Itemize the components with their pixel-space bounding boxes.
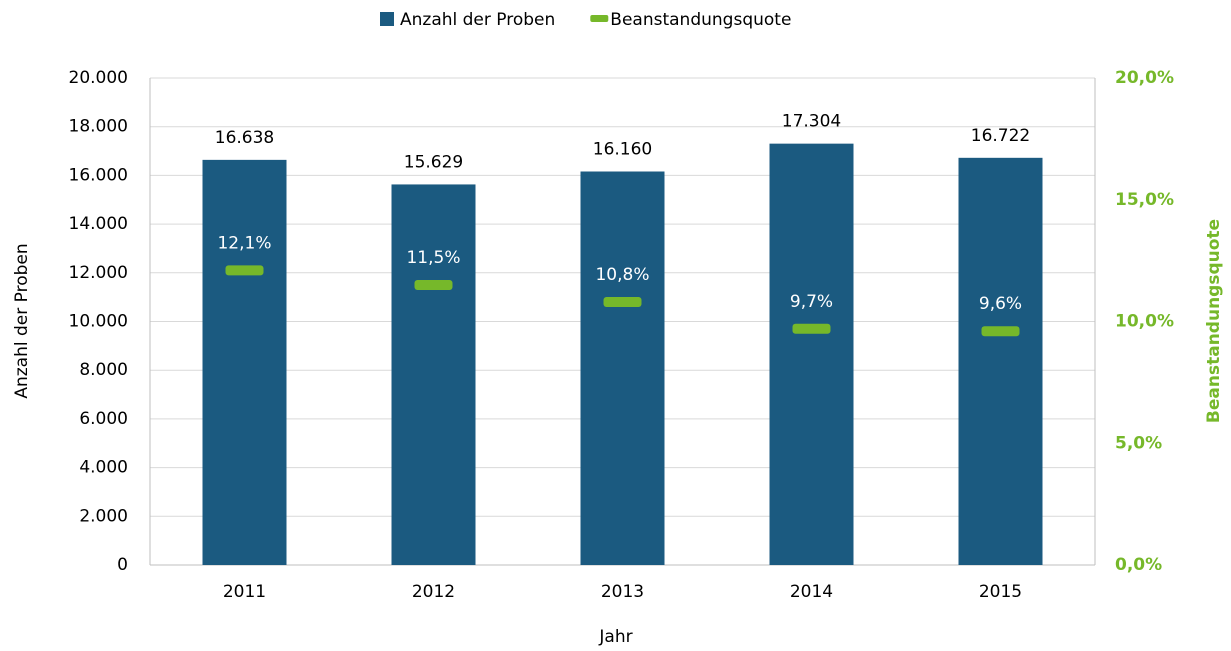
y2-tick-label: 10,0% <box>1115 312 1174 332</box>
marker-value-label: 11,5% <box>406 248 460 268</box>
y-tick-label: 18.000 <box>69 117 128 137</box>
marker <box>981 326 1020 337</box>
bar <box>391 184 476 566</box>
bar-value-label: 16.160 <box>593 140 652 160</box>
y2-tick-label: 20,0% <box>1115 68 1174 88</box>
legend-swatch <box>590 15 609 22</box>
y-tick-label: 10.000 <box>69 312 128 332</box>
y-tick-label: 16.000 <box>69 165 128 185</box>
marker-value-label: 9,7% <box>790 292 833 312</box>
y-tick-label: 14.000 <box>69 214 128 234</box>
x-tick-label: 2015 <box>979 582 1022 602</box>
legend-label: Anzahl der Proben <box>400 10 555 30</box>
marker <box>414 279 453 290</box>
y-tick-label: 12.000 <box>69 263 128 283</box>
bar <box>958 157 1043 565</box>
x-axis-title: Jahr <box>598 627 632 647</box>
marker-value-label: 12,1% <box>217 233 271 253</box>
bar-value-label: 16.722 <box>971 126 1030 146</box>
bar-value-label: 16.638 <box>215 128 274 148</box>
marker-value-label: 9,6% <box>979 294 1022 314</box>
legend-swatch <box>380 12 394 26</box>
bar <box>769 143 854 566</box>
y2-axis-title: Beanstandungsquote <box>1204 219 1224 423</box>
bar <box>202 159 287 566</box>
marker <box>225 265 264 276</box>
marker <box>603 297 642 308</box>
legend-label: Beanstandungsquote <box>610 10 791 30</box>
y-tick-label: 6.000 <box>79 409 128 429</box>
x-tick-label: 2012 <box>412 582 455 602</box>
x-tick-label: 2011 <box>223 582 266 602</box>
y-axis-title: Anzahl der Proben <box>12 243 32 398</box>
y-tick-label: 8.000 <box>79 360 128 380</box>
y-tick-label: 20.000 <box>69 68 128 88</box>
x-tick-label: 2013 <box>601 582 644 602</box>
marker-value-label: 10,8% <box>595 265 649 285</box>
y-tick-label: 4.000 <box>79 458 128 478</box>
y-tick-label: 2.000 <box>79 506 128 526</box>
x-tick-label: 2014 <box>790 582 833 602</box>
marker <box>792 323 831 334</box>
y2-tick-label: 5,0% <box>1115 433 1162 453</box>
y-tick-label: 0 <box>117 555 128 575</box>
y2-tick-label: 0,0% <box>1115 555 1162 575</box>
bar <box>580 171 665 565</box>
y2-tick-label: 15,0% <box>1115 190 1174 210</box>
bar-value-label: 17.304 <box>782 112 841 132</box>
bar-value-label: 15.629 <box>404 152 463 172</box>
